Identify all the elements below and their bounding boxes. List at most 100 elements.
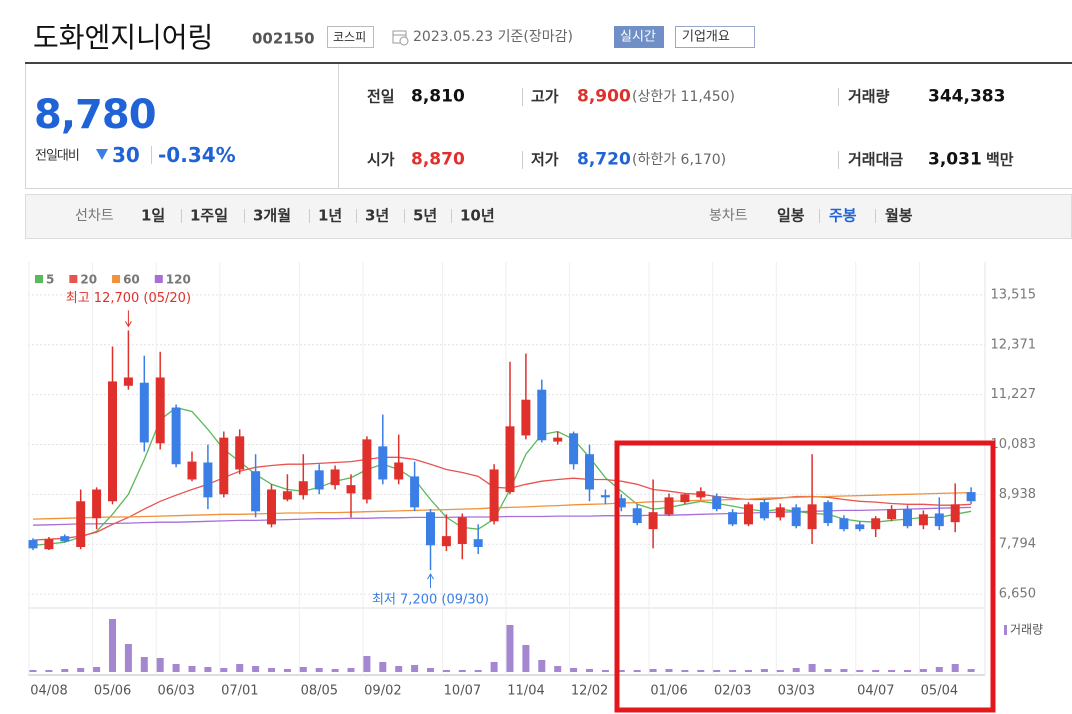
period-tab[interactable]: 5년 (413, 206, 438, 225)
candle-body (903, 509, 912, 527)
period-tab[interactable]: 1주일 (190, 206, 229, 225)
separator (819, 209, 820, 223)
realtime[interactable]: 실시간 (620, 29, 656, 45)
legend-swatch (112, 275, 121, 283)
x-tick-label: 06/03 (157, 684, 194, 699)
separator (244, 209, 245, 223)
volume-bar (124, 644, 132, 672)
y-tick-label: 8,938 (999, 487, 1036, 502)
legend-swatch (35, 275, 43, 283)
candle-body (171, 407, 181, 465)
volume-bar (109, 619, 116, 672)
separator (181, 209, 182, 223)
stat-label: 저가 (531, 150, 559, 169)
stat-label: 거래대금 (848, 150, 904, 169)
volume-bar (331, 669, 339, 672)
volume-bar (156, 658, 164, 672)
candle-body (871, 518, 881, 530)
header-rule (25, 62, 1072, 64)
candle-body (600, 495, 610, 498)
volume-bar (935, 667, 943, 672)
volume-bar (951, 664, 959, 672)
candle-body (823, 502, 833, 524)
tab-group-label: 봉차트 (709, 208, 748, 224)
highlight-box (614, 440, 996, 713)
candle-body (457, 517, 467, 544)
candle-body (187, 461, 197, 480)
chart: 13,515 12,371 11,227 10,083 8,938 7,794 6,650 0… (28, 262, 1043, 713)
stat-label: 고가 (531, 87, 559, 106)
overview[interactable]: 기업개요 (682, 29, 730, 45)
stock-name: 도화엔지니어링 (33, 21, 214, 54)
stat-value: 8,870 (411, 149, 465, 170)
stat-unit: 백만 (986, 150, 1014, 169)
legend-swatch (154, 275, 163, 283)
candle-body (441, 536, 451, 547)
y-tick-label: 7,794 (999, 537, 1036, 552)
legend-label: 60 (123, 273, 140, 287)
volume-bar (617, 670, 625, 672)
change: 30 (112, 143, 140, 167)
x-tick-label: 07/01 (221, 684, 258, 699)
x-tick-label: 01/06 (650, 684, 687, 699)
candle-body (44, 539, 54, 550)
candle-body (410, 476, 420, 508)
volume-bar (458, 670, 466, 672)
candle-body (744, 504, 753, 525)
volume-bar (77, 668, 85, 672)
volume-bar (236, 664, 244, 672)
candle-body (505, 426, 515, 493)
down-triangle (96, 149, 108, 160)
candle-body (616, 498, 626, 508)
candle-body (235, 436, 245, 470)
tab-group-label: 선차트 (75, 208, 114, 224)
volume-bar (665, 669, 673, 672)
period-tab[interactable]: 3개월 (253, 206, 292, 225)
candle-body (569, 433, 579, 465)
annotation-arrowhead (427, 573, 434, 580)
y-tick-label: 10,083 (991, 437, 1037, 452)
overview-button[interactable] (675, 26, 755, 48)
period-tab[interactable]: 1일 (141, 206, 166, 225)
separator (838, 88, 839, 106)
volume-bar (204, 667, 212, 672)
legend-label: 5 (46, 273, 54, 287)
period-tab[interactable]: 10년 (460, 206, 495, 225)
calendar-icon (392, 30, 409, 46)
volume-bar (888, 670, 896, 672)
realtime-badge[interactable] (614, 26, 664, 48)
change-rate: -0.34% (158, 143, 236, 167)
volume-bar (268, 668, 275, 672)
candle-tab[interactable]: 주봉 (829, 206, 857, 225)
volume-bar (554, 666, 562, 672)
candle-body (219, 437, 229, 495)
candle-body (426, 512, 435, 546)
x-tick-label: 08/05 (301, 684, 338, 699)
period-tab[interactable]: 1년 (318, 206, 343, 225)
x-tick-label: 03/03 (778, 684, 815, 699)
candle-tab[interactable]: 일봉 (777, 206, 805, 225)
y-tick-label: 12,371 (991, 337, 1037, 352)
volume-bar (442, 670, 450, 672)
stat-note: (상한가 11,450) (632, 89, 736, 105)
x-tick-label: 12/02 (571, 684, 608, 699)
candle-body (712, 496, 722, 510)
separator (309, 209, 310, 223)
volume-bar (713, 670, 721, 672)
stat-value: 8,720 (577, 149, 631, 170)
volume-legend: 거래량 (1010, 623, 1043, 637)
volume-bar (411, 665, 419, 672)
volume-bar (872, 670, 880, 672)
candle-tab[interactable]: 월봉 (885, 206, 913, 225)
volume-bar (395, 666, 403, 672)
tab-bar (25, 194, 1072, 239)
stat-value: 3,031 (928, 149, 982, 170)
volume-bar (45, 670, 53, 672)
separator (404, 209, 405, 223)
period-tab[interactable]: 3년 (365, 206, 390, 225)
candle-body (362, 439, 372, 500)
volume-bar (363, 656, 371, 672)
stat-label: 시가 (367, 150, 395, 169)
candle-body (155, 377, 165, 444)
volume-bar (824, 669, 832, 672)
